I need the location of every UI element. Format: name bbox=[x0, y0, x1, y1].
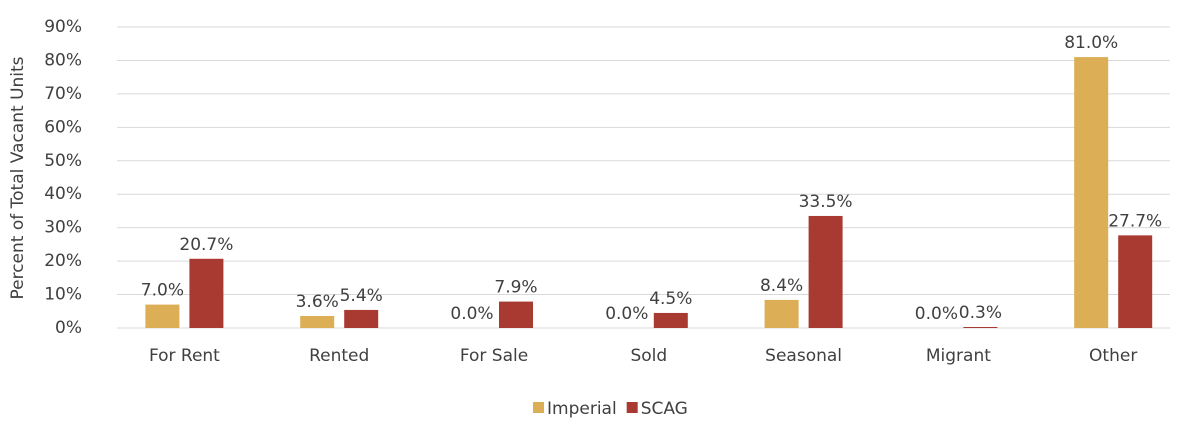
value-label: 7.9% bbox=[494, 278, 537, 298]
legend-swatch bbox=[626, 402, 638, 413]
value-label: 4.5% bbox=[649, 289, 692, 309]
bar bbox=[963, 326, 998, 328]
x-tick-label: For Sale bbox=[460, 346, 528, 366]
y-tick-label: 90% bbox=[44, 17, 82, 37]
value-label: 0.0% bbox=[450, 304, 493, 324]
x-tick-label: Migrant bbox=[926, 346, 991, 366]
value-label: 5.4% bbox=[340, 286, 383, 306]
bar bbox=[764, 299, 799, 328]
bar bbox=[189, 258, 224, 328]
bar bbox=[1074, 57, 1109, 328]
x-tick-label: Other bbox=[1089, 346, 1137, 366]
legend-label: Imperial bbox=[547, 399, 617, 418]
value-label: 27.7% bbox=[1108, 211, 1162, 231]
y-tick-label: 0% bbox=[55, 318, 82, 338]
y-tick-label: 60% bbox=[44, 117, 82, 137]
x-tick-label: Rented bbox=[309, 346, 369, 366]
value-label: 33.5% bbox=[799, 192, 853, 212]
value-label: 20.7% bbox=[179, 235, 233, 255]
value-label: 8.4% bbox=[760, 276, 803, 296]
y-tick-label: 20% bbox=[44, 251, 82, 271]
bar bbox=[145, 304, 180, 328]
y-tick-label: 40% bbox=[44, 184, 82, 204]
value-label: 81.0% bbox=[1064, 33, 1118, 53]
x-tick-label: Sold bbox=[630, 346, 667, 366]
legend-swatch bbox=[533, 402, 544, 413]
value-label: 0.0% bbox=[605, 304, 648, 324]
y-tick-label: 80% bbox=[44, 50, 82, 70]
value-label: 3.6% bbox=[296, 292, 339, 312]
y-tick-label: 10% bbox=[44, 285, 82, 305]
y-axis-label: Percent of Total Vacant Units bbox=[8, 56, 28, 299]
value-label: 0.0% bbox=[915, 304, 958, 324]
bar bbox=[1118, 235, 1153, 328]
bar bbox=[499, 301, 533, 328]
bar bbox=[344, 309, 379, 328]
value-label: 0.3% bbox=[959, 303, 1002, 323]
x-tick-label: For Rent bbox=[149, 346, 220, 366]
value-label: 7.0% bbox=[141, 281, 184, 301]
bar bbox=[300, 315, 335, 328]
y-tick-label: 50% bbox=[44, 151, 82, 171]
legend-label: SCAG bbox=[641, 399, 688, 418]
bar bbox=[653, 312, 688, 328]
bar bbox=[808, 215, 843, 328]
x-tick-label: Seasonal bbox=[765, 346, 842, 366]
y-tick-label: 30% bbox=[44, 218, 82, 238]
y-tick-label: 70% bbox=[44, 84, 82, 104]
